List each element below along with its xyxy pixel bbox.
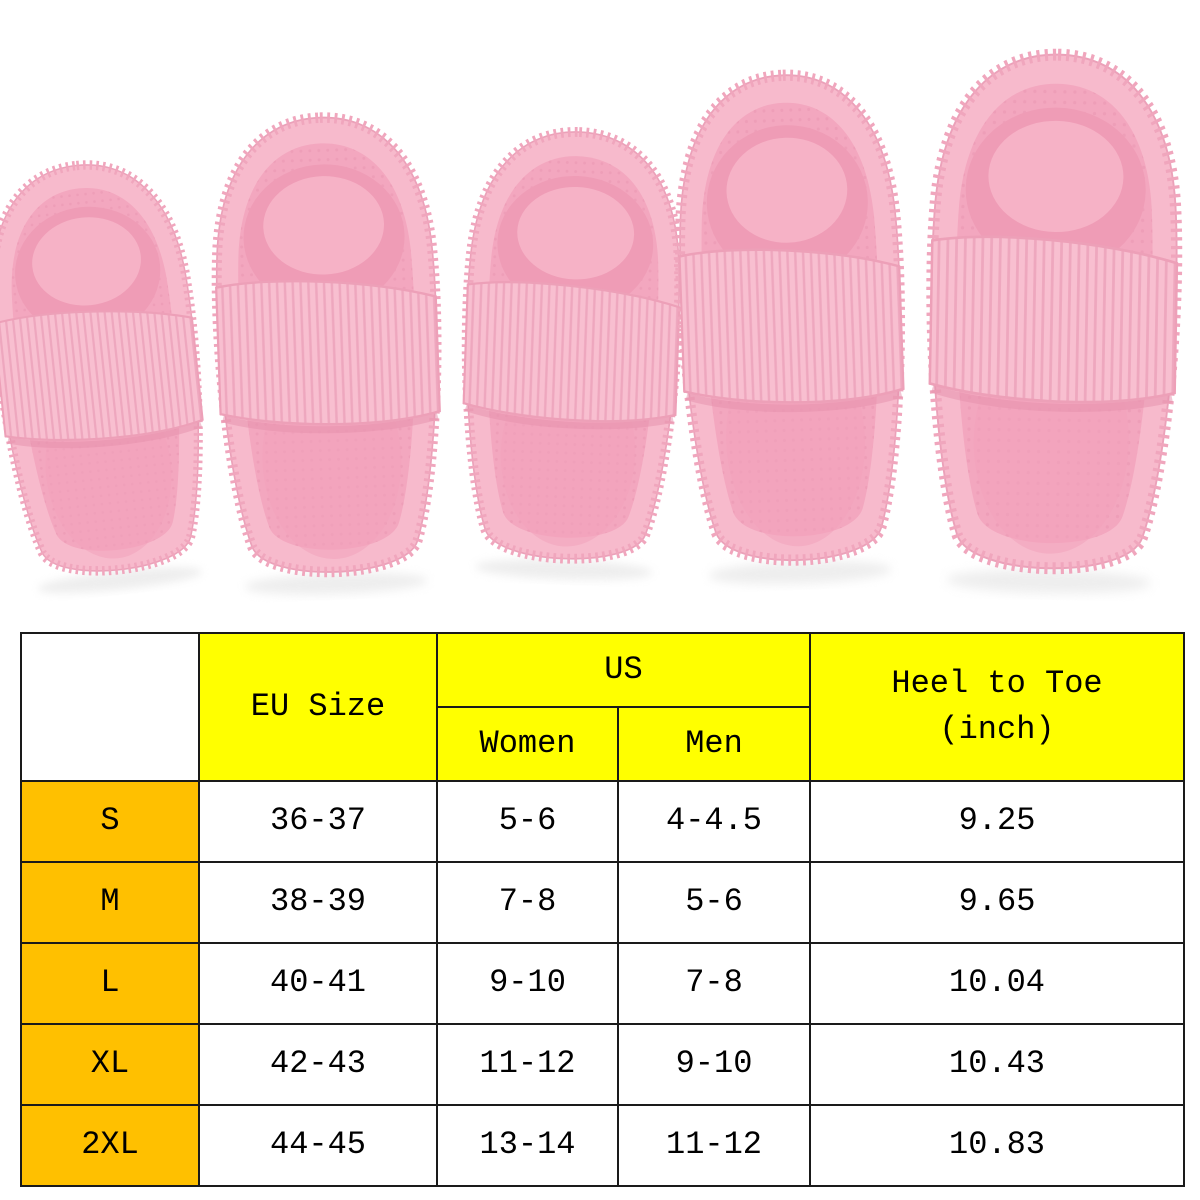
slipper-photo-size-4 bbox=[660, 61, 924, 594]
slipper-photo-size-2 bbox=[197, 104, 460, 604]
slipper-illustration bbox=[660, 61, 924, 594]
slipper-illustration bbox=[0, 146, 232, 607]
slipper-photo-size-1-smallest bbox=[0, 146, 232, 607]
corner-cell bbox=[20, 632, 200, 782]
eu-size-cell: 44-45 bbox=[198, 1104, 438, 1187]
us-men-cell: 5-6 bbox=[617, 861, 811, 944]
size-label-cell: L bbox=[20, 942, 200, 1025]
us-women-cell: 5-6 bbox=[436, 780, 619, 863]
heel-to-toe-header: Heel to Toe (inch) bbox=[809, 632, 1185, 782]
us-men-cell: 9-10 bbox=[617, 1023, 811, 1106]
heel-to-toe-cell: 10.43 bbox=[809, 1023, 1185, 1106]
table-row-xl: XL 42-43 11-12 9-10 10.43 bbox=[20, 1023, 1185, 1106]
slipper-illustration bbox=[911, 42, 1196, 603]
us-men-cell: 7-8 bbox=[617, 942, 811, 1025]
us-men-cell: 11-12 bbox=[617, 1104, 811, 1187]
table-row-2xl: 2XL 44-45 13-14 11-12 10.83 bbox=[20, 1104, 1185, 1187]
eu-size-cell: 42-43 bbox=[198, 1023, 438, 1106]
table-row-l: L 40-41 9-10 7-8 10.04 bbox=[20, 942, 1185, 1025]
heel-to-toe-cell: 10.83 bbox=[809, 1104, 1185, 1187]
us-men-cell: 4-4.5 bbox=[617, 780, 811, 863]
table-row-s: S 36-37 5-6 4-4.5 9.25 bbox=[20, 780, 1185, 863]
heel-to-toe-cell: 9.65 bbox=[809, 861, 1185, 944]
size-label-cell: 2XL bbox=[20, 1104, 200, 1187]
slipper-gallery bbox=[0, 42, 1196, 607]
slipper-illustration bbox=[444, 119, 698, 589]
heel-to-toe-header-line1: Heel to Toe bbox=[891, 664, 1103, 702]
slipper-photo-size-5-largest bbox=[911, 42, 1196, 603]
heel-to-toe-cell: 10.04 bbox=[809, 942, 1185, 1025]
us-women-cell: 13-14 bbox=[436, 1104, 619, 1187]
us-women-cell: 11-12 bbox=[436, 1023, 619, 1106]
eu-size-cell: 38-39 bbox=[198, 861, 438, 944]
slipper-illustration bbox=[197, 104, 460, 604]
slipper-photo-size-3 bbox=[444, 119, 698, 589]
table-row-m: M 38-39 7-8 5-6 9.65 bbox=[20, 861, 1185, 944]
heel-to-toe-cell: 9.25 bbox=[809, 780, 1185, 863]
size-label-cell: XL bbox=[20, 1023, 200, 1106]
size-label-cell: M bbox=[20, 861, 200, 944]
us-women-cell: 9-10 bbox=[436, 942, 619, 1025]
eu-size-cell: 36-37 bbox=[198, 780, 438, 863]
header-row-1: EU Size US Heel to Toe (inch) bbox=[20, 632, 1185, 782]
eu-size-header: EU Size bbox=[198, 632, 438, 782]
heel-to-toe-header-line2: (inch) bbox=[939, 711, 1055, 748]
size-chart-table: EU Size US Heel to Toe (inch) Women Men … bbox=[20, 632, 1185, 1187]
eu-size-cell: 40-41 bbox=[198, 942, 438, 1025]
us-women-cell: 7-8 bbox=[436, 861, 619, 944]
us-header: US bbox=[436, 632, 811, 708]
us-women-header: Women bbox=[436, 706, 619, 782]
us-men-header: Men bbox=[617, 706, 811, 782]
header-row-2: Women Men bbox=[21, 706, 1184, 782]
size-label-cell: S bbox=[20, 780, 200, 863]
